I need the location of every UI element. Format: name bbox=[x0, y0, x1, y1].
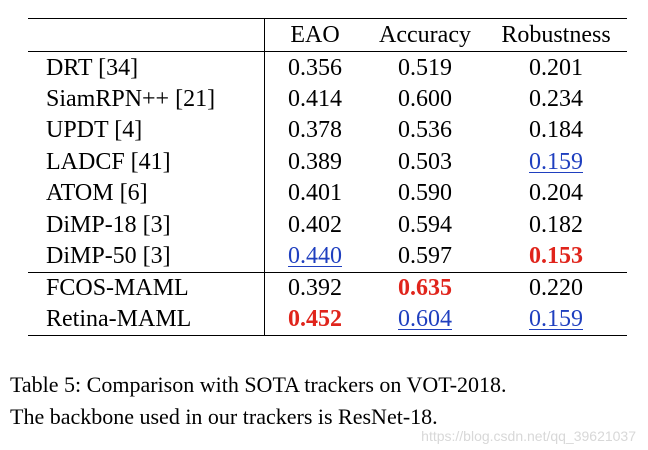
eao-cell: 0.440 bbox=[288, 243, 342, 269]
table-row: FCOS-MAML 0.392 0.635 0.220 bbox=[28, 272, 627, 304]
robustness-cell: 0.159 bbox=[529, 148, 583, 175]
table-header-row: EAO Accuracy Robustness bbox=[28, 18, 627, 52]
eao-cell: 0.378 bbox=[288, 117, 342, 144]
table-row: UPDT [4] 0.378 0.536 0.184 bbox=[28, 114, 627, 146]
table-body-ours: FCOS-MAML 0.392 0.635 0.220 Retina-MAML 0.452… bbox=[28, 272, 627, 335]
method-name-cell: DiMP-18 [3] bbox=[46, 211, 171, 238]
table-row: Retina-MAML 0.452 0.604 0.159 bbox=[28, 303, 627, 335]
method-name-cell: DiMP-50 [3] bbox=[46, 243, 171, 269]
header-method bbox=[28, 18, 265, 52]
robustness-cell: 0.234 bbox=[529, 85, 583, 112]
robustness-cell: 0.201 bbox=[529, 54, 583, 81]
table-row: ATOM [6] 0.401 0.590 0.204 bbox=[28, 177, 627, 209]
method-name-cell: LADCF [41] bbox=[46, 148, 171, 175]
table-body-baselines: DRT [34] 0.356 0.519 0.201 SiamRPN++ [21] 0.4… bbox=[28, 51, 627, 272]
eao-cell: 0.356 bbox=[288, 54, 342, 81]
method-name-cell: DRT [34] bbox=[46, 54, 139, 81]
table-row: SiamRPN++ [21] 0.414 0.600 0.234 bbox=[28, 83, 627, 115]
table-row: DiMP-18 [3] 0.402 0.594 0.182 bbox=[28, 209, 627, 241]
accuracy-cell: 0.597 bbox=[398, 243, 452, 269]
method-name-cell: UPDT [4] bbox=[46, 117, 143, 144]
accuracy-cell: 0.604 bbox=[398, 306, 452, 332]
header-accuracy: Accuracy bbox=[379, 22, 471, 48]
accuracy-cell: 0.536 bbox=[398, 117, 452, 144]
eao-cell: 0.389 bbox=[288, 148, 342, 175]
eao-cell: 0.401 bbox=[288, 180, 342, 207]
accuracy-cell: 0.503 bbox=[398, 148, 452, 175]
method-name-cell: FCOS-MAML bbox=[46, 275, 189, 301]
table-row: DiMP-50 [3] 0.440 0.597 0.153 bbox=[28, 240, 627, 272]
eao-cell: 0.402 bbox=[288, 211, 342, 238]
accuracy-cell: 0.594 bbox=[398, 211, 452, 238]
table-caption: Table 5: Comparison with SOTA trackers o… bbox=[10, 369, 642, 433]
method-name-cell: ATOM [6] bbox=[46, 180, 148, 207]
watermark: https://blog.csdn.net/qq_39621037 bbox=[421, 428, 636, 444]
method-name-cell: Retina-MAML bbox=[46, 306, 192, 332]
robustness-cell: 0.153 bbox=[529, 243, 583, 269]
eao-cell: 0.392 bbox=[288, 275, 342, 301]
results-table: EAO Accuracy Robustness DRT [34] 0.356 0.5… bbox=[28, 18, 627, 336]
accuracy-cell: 0.635 bbox=[398, 275, 452, 301]
accuracy-cell: 0.519 bbox=[398, 54, 452, 81]
caption-line-2: The backbone used in our trackers is Res… bbox=[10, 404, 438, 429]
accuracy-cell: 0.590 bbox=[398, 180, 452, 207]
robustness-cell: 0.220 bbox=[529, 275, 583, 301]
results-table-container: EAO Accuracy Robustness DRT [34] 0.356 0.5… bbox=[28, 18, 627, 336]
eao-cell: 0.452 bbox=[288, 306, 342, 332]
method-name-cell: SiamRPN++ [21] bbox=[46, 85, 216, 112]
robustness-cell: 0.184 bbox=[529, 117, 583, 144]
accuracy-cell: 0.600 bbox=[398, 85, 452, 112]
table-row: DRT [34] 0.356 0.519 0.201 bbox=[28, 51, 627, 83]
header-robustness: Robustness bbox=[501, 22, 611, 48]
header-eao: EAO bbox=[290, 22, 340, 48]
robustness-cell: 0.159 bbox=[529, 306, 583, 332]
eao-cell: 0.414 bbox=[288, 85, 342, 112]
caption-line-1: Table 5: Comparison with SOTA trackers o… bbox=[10, 372, 507, 397]
robustness-cell: 0.182 bbox=[529, 211, 583, 238]
robustness-cell: 0.204 bbox=[529, 180, 583, 207]
table-row: LADCF [41] 0.389 0.503 0.159 bbox=[28, 146, 627, 178]
